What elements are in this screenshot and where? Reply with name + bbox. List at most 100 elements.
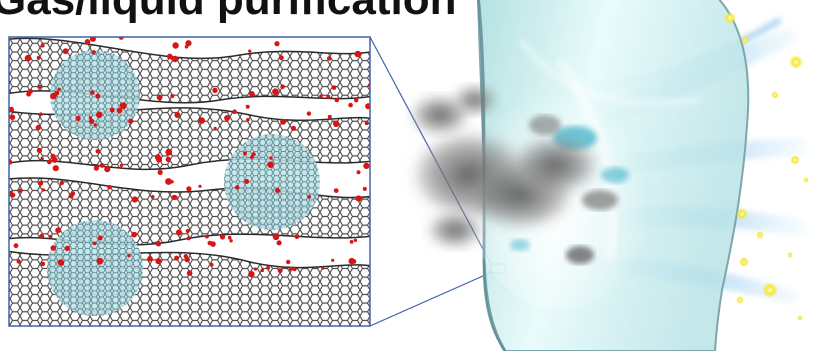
oxygen-atom (331, 258, 335, 262)
oxygen-atom (96, 32, 100, 36)
oxygen-atom (186, 186, 192, 192)
oxygen-atom (27, 88, 33, 94)
oxygen-atom (40, 261, 46, 267)
oxygen-atom (166, 53, 173, 60)
oxygen-atom (54, 90, 60, 96)
oxygen-atom (319, 94, 323, 98)
oxygen-atom (306, 111, 312, 116)
oxygen-atom (327, 114, 332, 119)
oxygen-atom (212, 87, 218, 94)
oxygen-atom (165, 148, 173, 156)
oxygen-atom (198, 117, 205, 124)
oxygen-atom (350, 28, 354, 32)
oxygen-atom (174, 195, 178, 200)
oxygen-atom (321, 266, 325, 270)
oxygen-atom (248, 49, 252, 53)
graphene-oxide-nanocomposite-inset (8, 28, 371, 327)
sparkle-dot (797, 315, 803, 321)
oxygen-atom (209, 262, 214, 267)
oxygen-functional-groups (9, 28, 370, 278)
oxygen-atom (185, 228, 190, 234)
oxygen-atom (251, 152, 256, 157)
oxygen-atom (356, 170, 361, 175)
sparkle-dot (724, 12, 736, 24)
oxygen-atom (89, 37, 96, 42)
oxygen-atom (266, 265, 271, 270)
sparkle-dot (741, 36, 749, 44)
oxygen-atom (272, 88, 279, 95)
oxygen-atom (36, 147, 43, 154)
oxygen-atom (71, 191, 76, 196)
oxygen-atom (274, 41, 280, 47)
sparkle-dot (739, 257, 749, 267)
oxygen-atom (245, 104, 250, 109)
oxygen-atom (18, 188, 23, 193)
oxygen-atom (95, 93, 101, 99)
oxygen-atom (270, 31, 275, 36)
oxygen-atom (95, 149, 100, 154)
sparkle-dot (736, 208, 748, 220)
oxygen-atom (40, 43, 45, 48)
oxygen-atom (62, 48, 69, 55)
oxygen-atom (269, 156, 273, 160)
oxygen-atom (90, 90, 95, 95)
oxygen-atom (75, 115, 81, 121)
oxygen-atom (172, 42, 179, 49)
oxygen-atom (48, 234, 53, 239)
oxygen-atom (253, 267, 257, 271)
oxygen-atom (13, 243, 19, 249)
oxygen-atom (355, 195, 362, 202)
oxygen-atom (326, 94, 331, 99)
oxygen-atom (52, 165, 59, 172)
oxygen-atom (174, 112, 181, 118)
oxygen-atom (57, 259, 65, 266)
oxygen-atom (170, 93, 175, 99)
oxygen-atom (127, 253, 131, 258)
oxygen-atom (155, 258, 162, 265)
oxygen-atom (362, 186, 367, 191)
oxygen-atom (331, 85, 337, 90)
oxygen-atom (363, 162, 370, 169)
oxygen-atom (279, 55, 284, 61)
oxygen-atom (348, 257, 355, 265)
oxygen-atom (99, 163, 105, 168)
oxygen-atom (276, 240, 282, 246)
oxygen-atom (205, 234, 209, 239)
oxygen-atom (128, 118, 134, 124)
oxygen-atom (9, 114, 16, 120)
oxygen-atom (267, 161, 274, 168)
oxygen-atom (327, 56, 332, 61)
oxygen-atom (39, 233, 45, 239)
oxygen-atom (47, 159, 52, 165)
oxygen-atom (277, 268, 283, 274)
oxygen-atom (244, 179, 250, 184)
oxygen-atom (219, 234, 226, 240)
oxygen-atom (184, 256, 190, 263)
oxygen-atom (40, 157, 44, 161)
oxygen-atom (41, 188, 45, 192)
sparkle-dot (771, 91, 779, 99)
sparkle-dot (790, 155, 800, 165)
oxygen-atom (333, 188, 339, 194)
oxygen-atom (243, 151, 247, 156)
oxygen-atom (280, 118, 287, 125)
oxygen-atom (131, 231, 138, 238)
oxygen-atom (165, 156, 171, 162)
oxygen-atom (286, 259, 291, 265)
sparkle-dot (756, 231, 764, 239)
sparkle-dot (762, 282, 778, 298)
oxygen-atom (307, 195, 311, 199)
oxygen-atom (91, 50, 96, 55)
oxygen-atom (156, 94, 163, 101)
sparkle-dot (787, 252, 793, 258)
oxygen-atom (185, 40, 192, 47)
oxygen-atom (174, 255, 180, 261)
figure-title: Gas/liquid purification (0, 0, 456, 22)
oxygen-atom (186, 236, 191, 241)
oxygen-atom (147, 255, 153, 262)
oxygen-atom (246, 118, 250, 122)
oxygen-atom (37, 84, 42, 89)
nanoparticle-clusters (47, 50, 320, 316)
oxygen-atom (250, 155, 254, 159)
oxygen-atom (354, 98, 359, 103)
